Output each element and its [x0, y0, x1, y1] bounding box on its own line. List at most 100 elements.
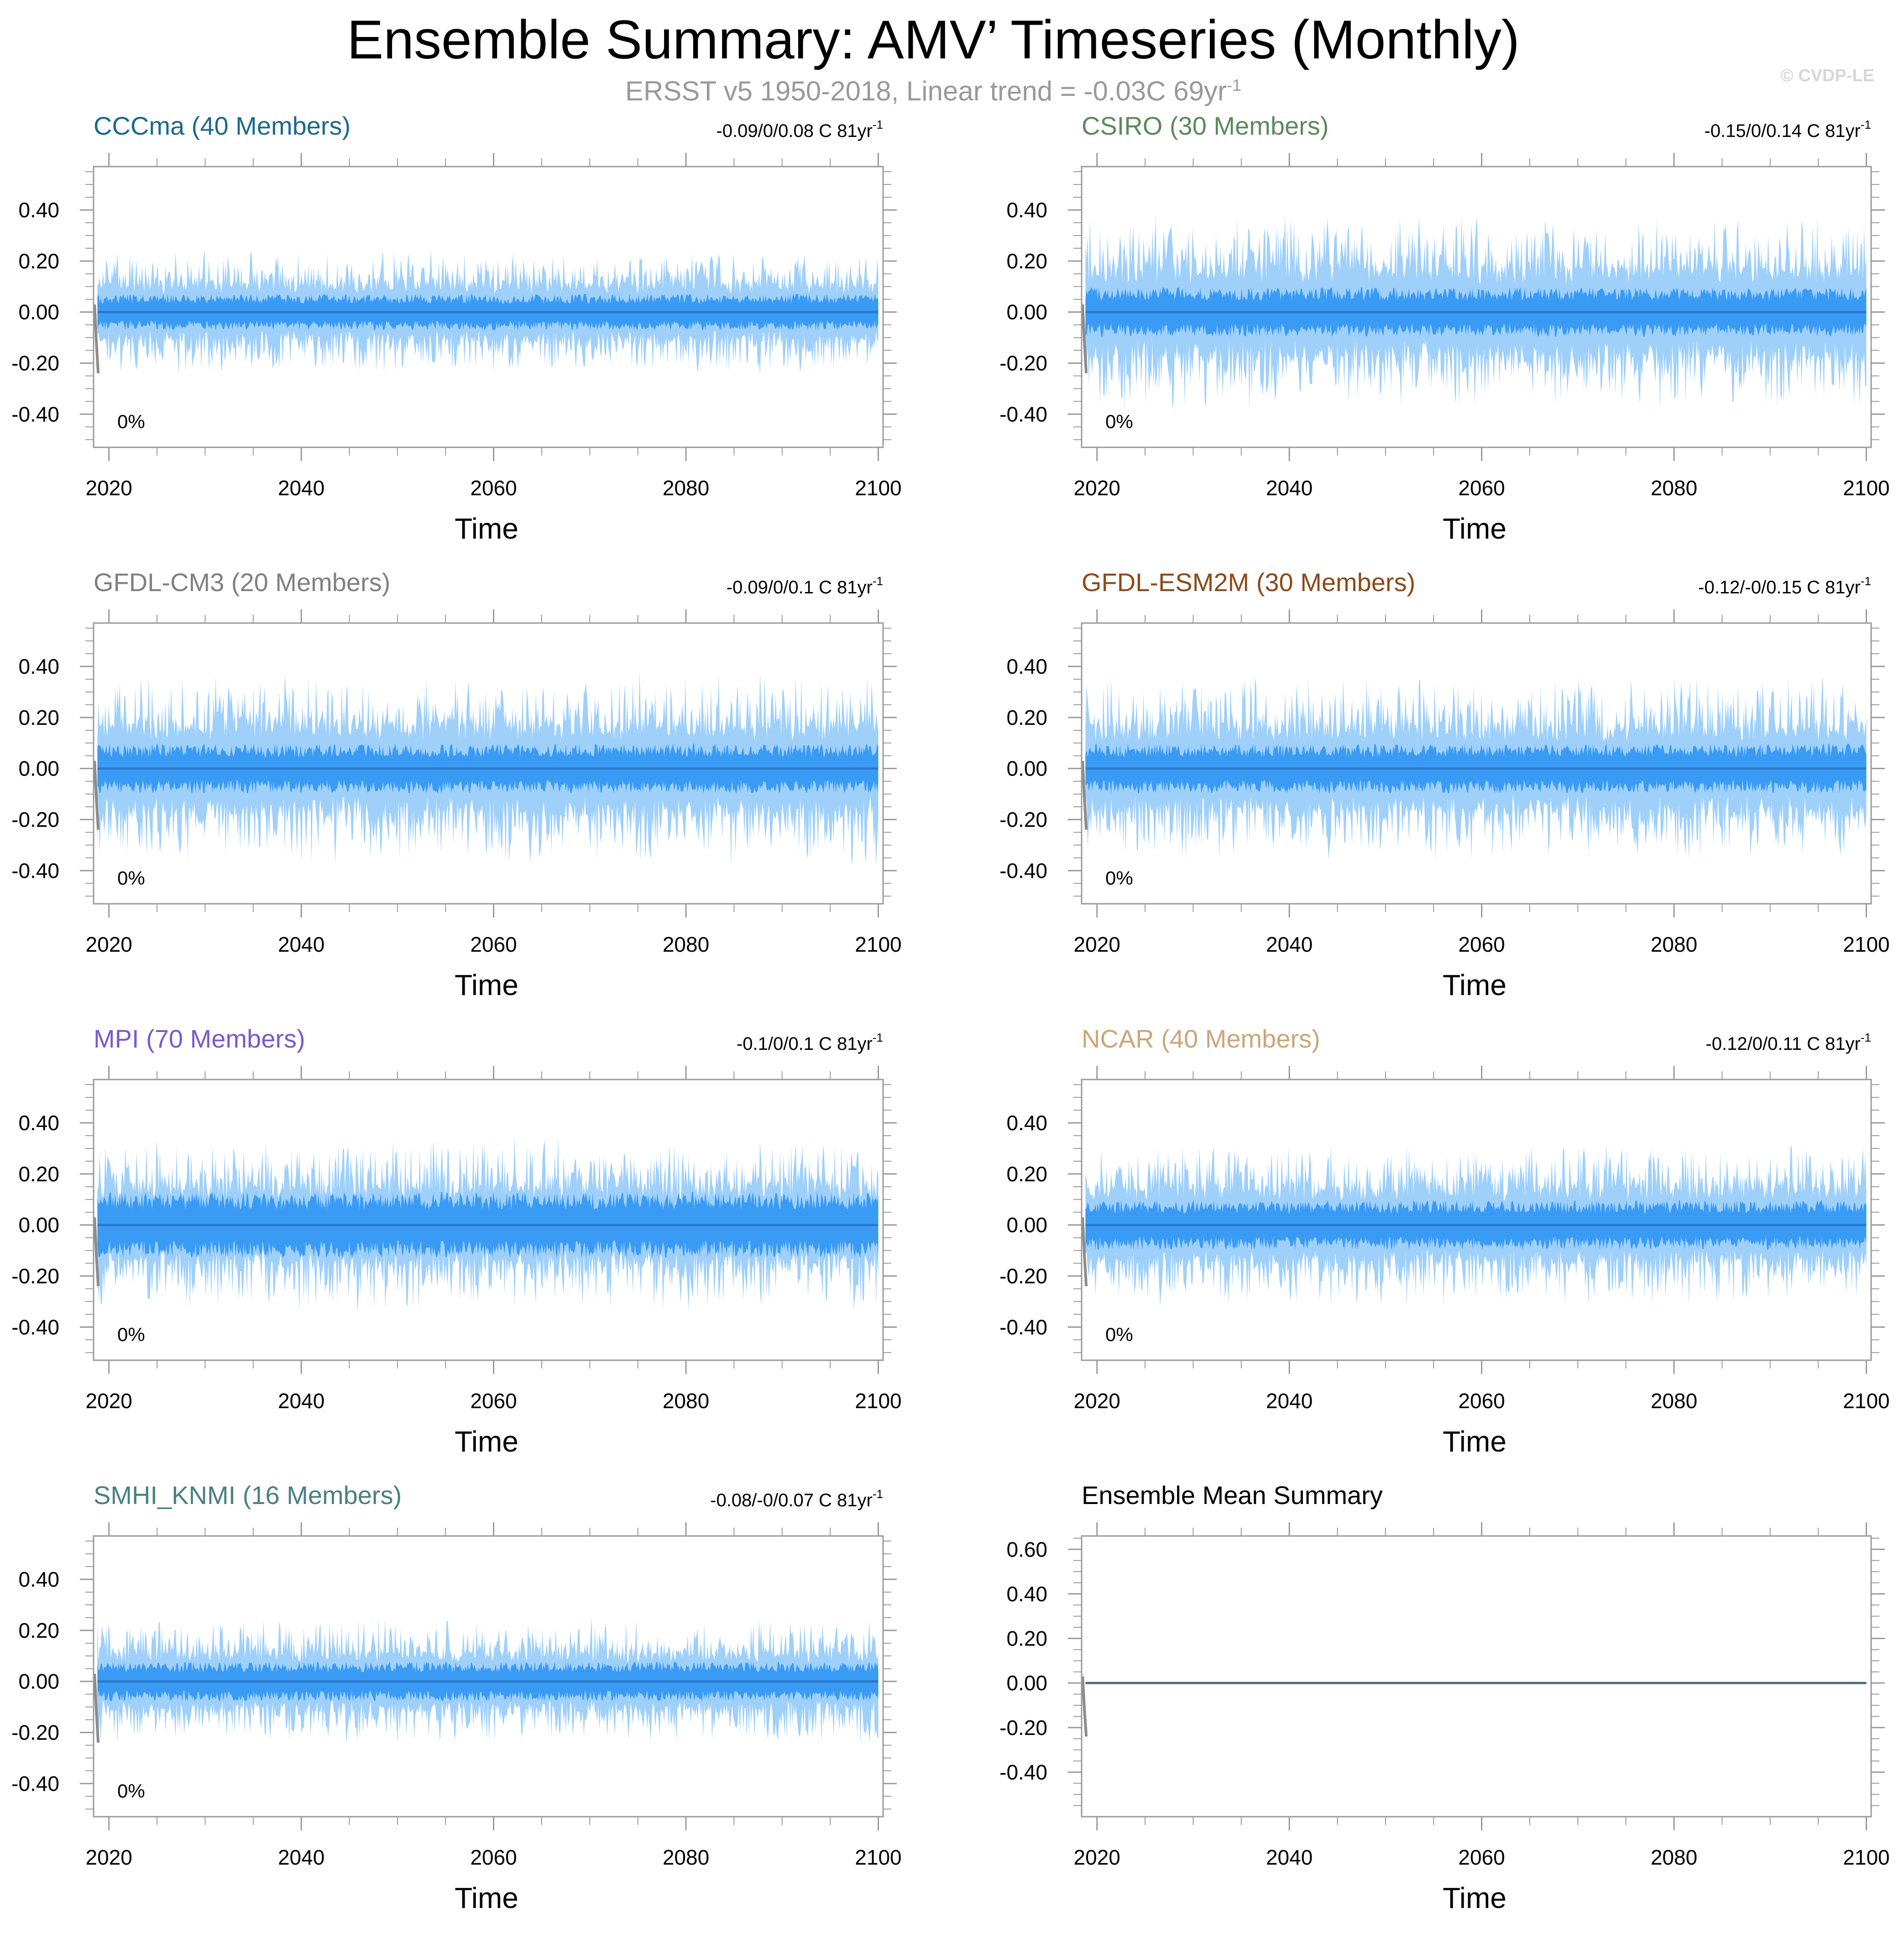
- panel-title: GFDL-ESM2M (30 Members): [1082, 568, 1415, 597]
- y-tick-label: -0.40: [11, 402, 59, 426]
- plot-area: [97, 249, 879, 376]
- subtitle-text: ERSST v5 1950-2018, Linear trend = -0.03…: [625, 76, 1227, 106]
- x-tick-label: 2100: [855, 476, 901, 500]
- observations-line: [93, 304, 100, 374]
- plot-area: [97, 1618, 879, 1745]
- x-tick-label: 2080: [663, 1845, 709, 1869]
- percent-label: 0%: [117, 1324, 145, 1345]
- observations-line: [93, 1673, 100, 1743]
- y-tick-label: 0.40: [18, 1111, 59, 1135]
- y-tick-label: -0.40: [999, 1315, 1047, 1339]
- trend-exponent: -1: [873, 574, 883, 588]
- x-tick-label: 2040: [1266, 1389, 1313, 1413]
- x-tick-label: 2020: [1074, 933, 1120, 956]
- x-tick-label: 2040: [1266, 933, 1313, 956]
- y-tick-label: -0.20: [999, 808, 1047, 832]
- x-tick-label: 2040: [278, 933, 324, 956]
- y-tick-label: 0.00: [18, 300, 59, 324]
- y-tick-label: -0.20: [11, 351, 59, 375]
- trend-label: -0.12/-0/0.15 C 81yr-1: [1698, 574, 1871, 597]
- plot-area: [1085, 215, 1867, 410]
- x-axis-label: Time: [1443, 969, 1506, 1001]
- y-tick-label: 0.20: [18, 1619, 59, 1642]
- trend-label: -0.1/0/0.1 C 81yr-1: [737, 1031, 883, 1054]
- x-tick-label: 2020: [1074, 1845, 1120, 1869]
- percent-label: 0%: [1105, 867, 1133, 889]
- y-tick-label: 0.20: [1006, 249, 1047, 273]
- plot-frame: [1081, 1535, 1872, 1818]
- trend-label: -0.12/0/0.11 C 81yr-1: [1705, 1031, 1871, 1054]
- trend-exponent: -1: [1861, 574, 1871, 588]
- trend-text: -0.09/0/0.1 C 81yr: [727, 577, 873, 597]
- percent-label: 0%: [117, 867, 145, 889]
- x-axis-label: Time: [455, 1425, 518, 1458]
- plot-area: [1085, 1143, 1867, 1307]
- x-tick-label: 2080: [663, 933, 709, 956]
- x-tick-label: 2060: [1458, 1389, 1505, 1413]
- x-tick-label: 2060: [470, 1845, 517, 1869]
- percent-label: 0%: [117, 1780, 145, 1802]
- trend-exponent: -1: [873, 1487, 883, 1501]
- trend-exponent: -1: [1861, 118, 1871, 131]
- y-tick-label: -0.20: [999, 1716, 1047, 1740]
- y-tick-label: 0.40: [1006, 1582, 1047, 1606]
- trend-text: -0.08/-0/0.07 C 81yr: [710, 1490, 873, 1510]
- panel-title: SMHI_KNMI (16 Members): [94, 1481, 402, 1509]
- panel-ncar: NCAR (40 Members) -0.12/0/0.11 C 81yr-1 0.…: [999, 1024, 1889, 1458]
- y-tick-label: -0.20: [999, 351, 1047, 375]
- x-axis-label: Time: [1443, 1882, 1506, 1914]
- y-tick-label: 0.00: [1006, 1213, 1047, 1237]
- y-tick-label: -0.20: [11, 1264, 59, 1288]
- plot-frame: [1081, 1079, 1872, 1361]
- panel-title: NCAR (40 Members): [1082, 1024, 1320, 1053]
- y-tick-label: 0.00: [18, 1670, 59, 1693]
- y-tick-label: 0.20: [1006, 1627, 1047, 1651]
- observations-line: [1081, 1676, 1088, 1737]
- x-tick-label: 2060: [470, 933, 517, 956]
- x-tick-label: 2080: [1651, 933, 1697, 956]
- panel-gfdl-cm3: GFDL-CM3 (20 Members) -0.09/0/0.1 C 81yr-…: [11, 568, 901, 1001]
- x-tick-label: 2100: [855, 1389, 901, 1413]
- x-tick-label: 2060: [470, 476, 517, 500]
- y-tick-label: 0.00: [1006, 300, 1047, 324]
- x-tick-label: 2020: [86, 1845, 132, 1869]
- y-tick-label: 0.40: [1006, 655, 1047, 678]
- x-tick-label: 2020: [1074, 476, 1120, 500]
- y-tick-label: -0.40: [11, 1315, 59, 1339]
- x-tick-label: 2040: [278, 1845, 324, 1869]
- y-tick-label: 0.00: [1006, 757, 1047, 781]
- x-axis-label: Time: [455, 1882, 518, 1914]
- y-tick-label: -0.20: [11, 1721, 59, 1745]
- observations-line: [1081, 760, 1088, 830]
- panel-title: MPI (70 Members): [94, 1024, 305, 1053]
- x-tick-label: 2100: [1843, 933, 1889, 956]
- plot-area: [1085, 676, 1867, 861]
- trend-label: -0.08/-0/0.07 C 81yr-1: [710, 1487, 883, 1510]
- x-axis-label: Time: [455, 969, 518, 1001]
- x-tick-label: 2080: [663, 476, 709, 500]
- x-tick-label: 2020: [86, 1389, 132, 1413]
- page-title: Ensemble Summary: AMV’ Timeseries (Month…: [347, 9, 1520, 70]
- panel-title: Ensemble Mean Summary: [1082, 1481, 1383, 1509]
- y-tick-label: 0.20: [18, 706, 59, 729]
- x-axis-label: Time: [455, 512, 518, 545]
- plot-frame: [93, 166, 884, 448]
- trend-exponent: -1: [1861, 1031, 1871, 1044]
- y-tick-label: 0.40: [18, 655, 59, 678]
- x-tick-label: 2020: [86, 476, 132, 500]
- y-tick-label: 0.00: [18, 757, 59, 781]
- trend-exponent: -1: [873, 118, 883, 131]
- x-tick-label: 2100: [855, 1845, 901, 1869]
- x-tick-label: 2040: [1266, 476, 1313, 500]
- panel-csiro: CSIRO (30 Members) -0.15/0/0.14 C 81yr-1 0…: [999, 111, 1889, 545]
- y-tick-label: -0.40: [999, 1760, 1047, 1784]
- x-tick-label: 2040: [278, 1389, 324, 1413]
- x-tick-label: 2040: [278, 476, 324, 500]
- observations-line: [1081, 304, 1088, 374]
- x-tick-label: 2020: [86, 933, 132, 956]
- plot-area: [97, 671, 879, 867]
- plot-frame: [1081, 166, 1872, 448]
- y-tick-label: 0.40: [18, 198, 59, 222]
- x-tick-label: 2080: [1651, 1389, 1697, 1413]
